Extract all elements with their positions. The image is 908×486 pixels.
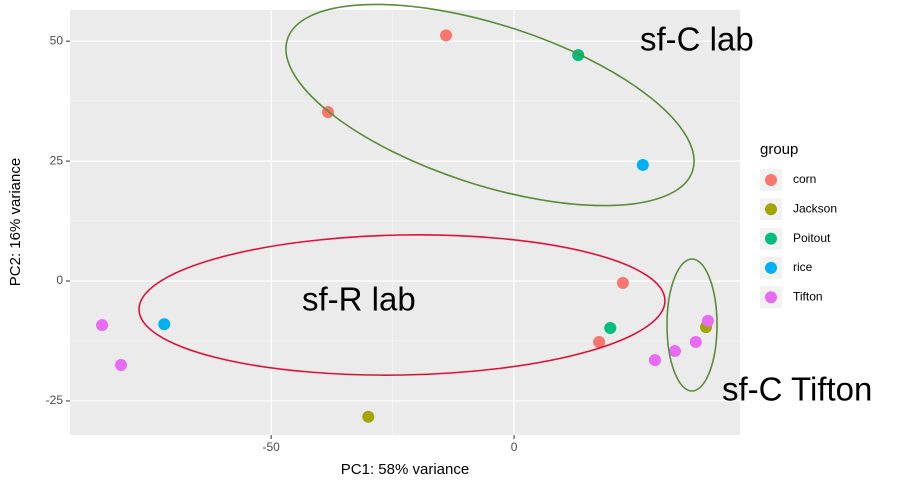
- legend-label: Tifton: [793, 289, 823, 303]
- y-tick-label: 25: [50, 153, 64, 167]
- ellipse-sf-r-lab: [138, 234, 666, 376]
- point: [689, 335, 702, 348]
- point: [636, 158, 649, 171]
- point: [604, 322, 617, 335]
- point: [648, 354, 661, 367]
- annotation: sf-C lab: [640, 21, 754, 58]
- legend-swatch: [765, 261, 777, 274]
- panel: [70, 10, 740, 435]
- point: [440, 29, 453, 42]
- point: [668, 345, 681, 358]
- ellipse-sf-c-tifton: [666, 258, 718, 392]
- point: [362, 410, 375, 423]
- legend-label: Jackson: [793, 201, 837, 215]
- annotation: sf-R lab: [302, 281, 416, 318]
- y-tick-label: 0: [56, 273, 63, 287]
- point: [593, 335, 606, 348]
- legend-label: Poitout: [793, 231, 831, 245]
- legend-swatch: [765, 203, 777, 216]
- point: [158, 318, 171, 331]
- y-axis-title: PC2: 16% variance: [7, 158, 24, 286]
- point: [115, 358, 128, 371]
- legend-swatch: [765, 174, 777, 186]
- x-tick-label: 0: [511, 440, 518, 454]
- legend-title: group: [760, 141, 798, 158]
- legend-swatch: [765, 291, 777, 304]
- annotation: sf-C Tifton: [722, 371, 872, 408]
- x-axis-title: PC1: 58% variance: [341, 461, 469, 478]
- point: [616, 276, 629, 289]
- legend-label: corn: [793, 172, 816, 186]
- point: [96, 319, 109, 332]
- ellipse-sf-c-lab: [285, 3, 695, 207]
- y-tick-label: -25: [46, 393, 64, 407]
- point: [701, 314, 714, 327]
- x-tick-label: -50: [262, 440, 280, 454]
- y-tick-label: 50: [50, 33, 64, 47]
- legend-swatch: [765, 232, 777, 245]
- legend-label: rice: [793, 260, 813, 274]
